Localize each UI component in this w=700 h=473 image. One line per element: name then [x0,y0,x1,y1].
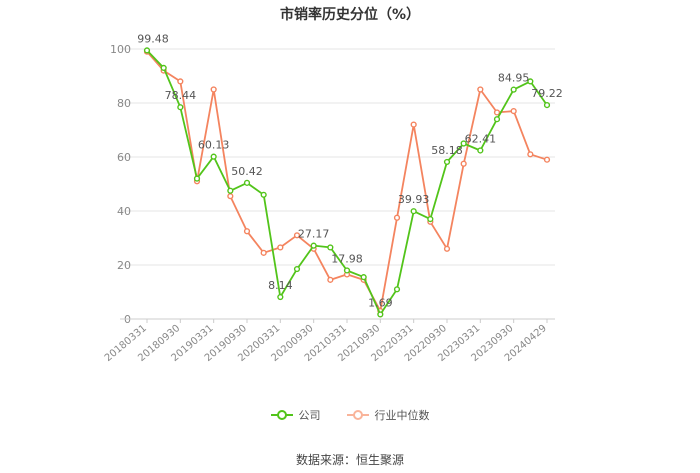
data-point-0 [393,286,401,293]
data-label: 1.69 [368,296,393,309]
y-tick-label: 100 [110,43,131,56]
data-point-0 [377,311,384,318]
data-point-1 [327,276,334,283]
data-label: 27.17 [298,228,330,241]
data-point-1 [177,78,184,85]
data-point-1 [410,121,417,128]
data-point-1 [293,232,301,239]
data-point-0 [293,265,301,273]
legend-item-company[interactable]: 公司 [270,407,321,423]
y-tick-label: 80 [117,97,131,110]
line-chart: 0204060801002018033120180930201903312019… [103,32,563,364]
legend-swatch-company [270,410,293,420]
data-point-1 [260,249,267,256]
data-point-0 [460,140,467,147]
data-point-1 [493,109,501,116]
y-tick-label: 40 [117,205,131,218]
data-label: 58.18 [431,144,463,157]
data-point-0 [543,102,551,109]
legend-item-industry-median[interactable]: 行业中位数 [346,407,430,423]
data-point-0 [410,208,417,215]
data-point-1 [277,244,284,251]
y-tick-label: 20 [117,259,131,272]
data-point-1 [393,214,401,221]
data-point-0 [443,158,451,166]
data-label: 17.98 [331,252,363,265]
data-point-0 [277,293,284,301]
data-point-0 [343,267,351,274]
data-point-0 [143,47,151,54]
data-point-0 [160,64,167,72]
data-point-1 [527,151,534,158]
data-point-0 [210,153,217,160]
data-point-1 [227,193,234,200]
data-point-0 [510,86,517,93]
y-tick-label: 60 [117,151,131,164]
legend-label-industry-median: 行业中位数 [374,409,430,422]
data-point-0 [360,274,367,281]
data-point-0 [177,104,184,111]
data-label: 78.44 [165,89,197,102]
data-point-0 [427,216,434,223]
data-point-1 [543,156,551,163]
legend-label-company: 公司 [298,409,321,422]
data-source: 数据来源：恒生聚源 [295,453,404,467]
data-label: 79.22 [531,87,563,100]
data-point-0 [327,244,334,251]
data-point-1 [460,160,467,167]
data-label: 62.41 [465,132,497,145]
data-point-0 [260,191,267,198]
data-point-0 [527,78,534,85]
data-point-1 [243,228,251,235]
data-label: 39.93 [398,193,430,206]
data-point-0 [227,187,234,194]
data-point-1 [510,107,517,115]
data-label: 99.48 [137,32,169,45]
data-label: 84.95 [498,72,530,85]
data-point-1 [210,86,217,93]
legend: 公司 行业中位数 [0,407,700,423]
legend-swatch-industry-median [346,410,369,420]
data-label: 50.42 [231,165,263,178]
chart-title: 市销率历史分位（%） [279,7,421,23]
data-point-0 [310,242,317,249]
data-point-0 [193,175,201,182]
data-point-1 [443,245,451,252]
data-label: 60.13 [198,139,230,152]
data-label: 8.14 [268,279,293,292]
data-point-0 [243,179,251,186]
data-point-0 [493,116,501,123]
data-point-0 [477,147,484,154]
data-point-1 [477,86,484,93]
